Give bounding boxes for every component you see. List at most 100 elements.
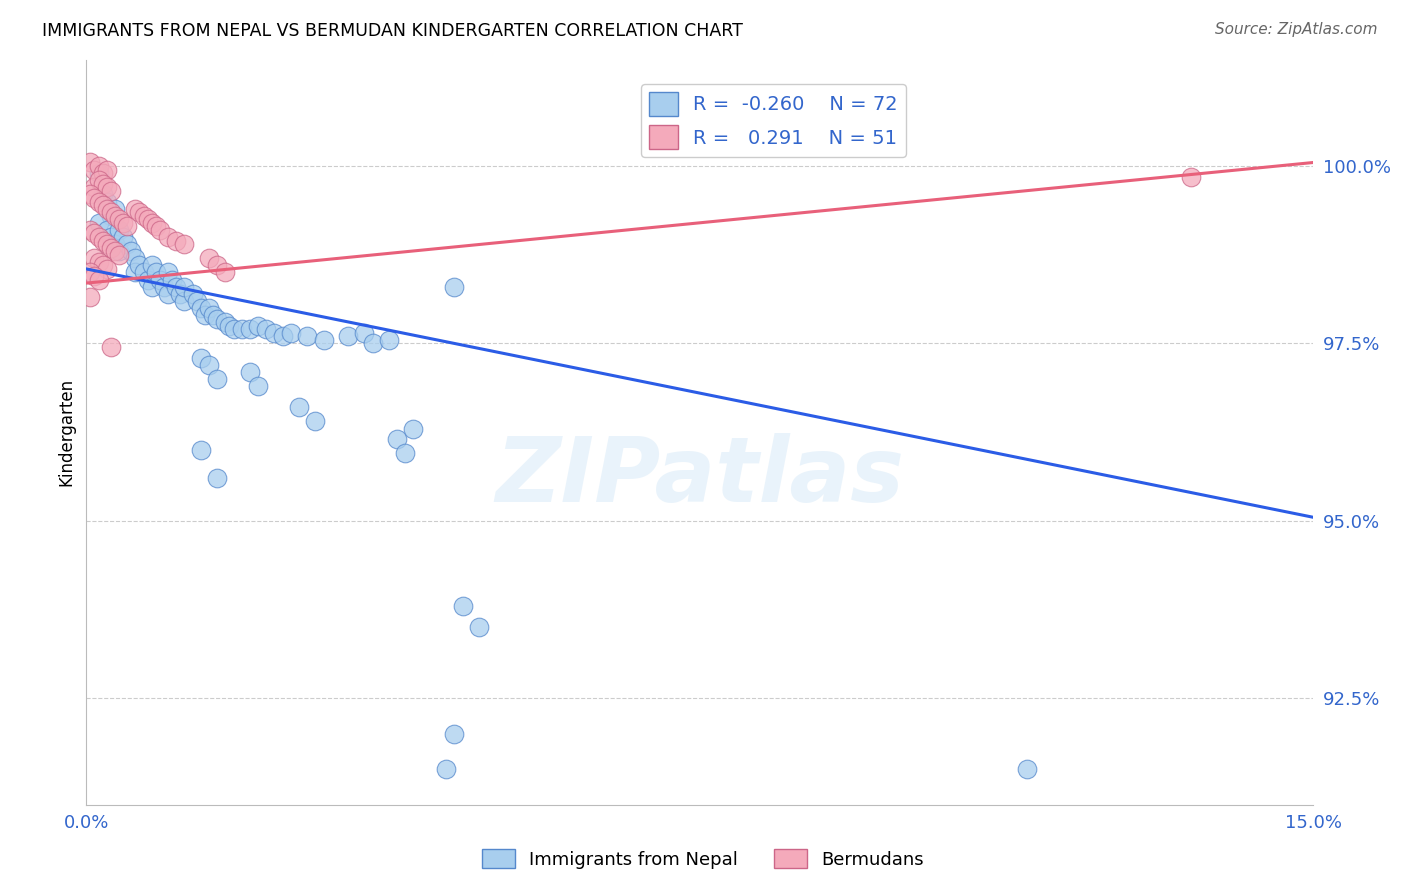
Point	[87, 216, 110, 230]
Point	[337, 329, 360, 343]
Point	[83, 180, 105, 194]
Point	[79, 187, 101, 202]
Point	[198, 252, 221, 266]
Point	[100, 205, 122, 219]
Text: Source: ZipAtlas.com: Source: ZipAtlas.com	[1215, 22, 1378, 37]
Point	[165, 279, 187, 293]
Point	[83, 227, 105, 241]
Point	[263, 326, 285, 340]
Point	[136, 272, 159, 286]
Point	[115, 237, 138, 252]
Point	[165, 234, 187, 248]
Point	[108, 244, 131, 259]
Point	[141, 216, 163, 230]
Point	[87, 173, 110, 187]
Point	[108, 248, 131, 262]
Point	[378, 333, 401, 347]
Point	[79, 265, 101, 279]
Point	[104, 244, 127, 259]
Point	[157, 230, 180, 244]
Point	[79, 223, 101, 237]
Point	[91, 234, 114, 248]
Point	[205, 372, 228, 386]
Point	[254, 322, 277, 336]
Point	[100, 230, 122, 244]
Point	[79, 290, 101, 304]
Point	[198, 358, 221, 372]
Point	[96, 162, 118, 177]
Point	[96, 261, 118, 276]
Point	[112, 216, 135, 230]
Point	[186, 293, 208, 308]
Point	[218, 318, 240, 333]
Point	[128, 259, 150, 273]
Point	[145, 219, 167, 234]
Point	[149, 272, 172, 286]
Point	[153, 279, 176, 293]
Point	[157, 286, 180, 301]
Point	[124, 252, 146, 266]
Point	[104, 237, 127, 252]
Point	[468, 620, 491, 634]
Y-axis label: Kindergarten: Kindergarten	[58, 378, 75, 486]
Point	[239, 365, 262, 379]
Point	[91, 198, 114, 212]
Point	[173, 279, 195, 293]
Point	[443, 279, 465, 293]
Point	[124, 202, 146, 216]
Legend: Immigrants from Nepal, Bermudans: Immigrants from Nepal, Bermudans	[475, 842, 931, 876]
Point	[353, 326, 375, 340]
Point	[120, 244, 142, 259]
Point	[205, 471, 228, 485]
Point	[173, 293, 195, 308]
Point	[247, 379, 270, 393]
Point	[87, 194, 110, 209]
Point	[87, 159, 110, 173]
Point	[96, 194, 118, 209]
Point	[402, 421, 425, 435]
Point	[108, 212, 131, 227]
Point	[141, 279, 163, 293]
Text: ZIPatlas: ZIPatlas	[495, 433, 904, 521]
Point	[132, 209, 155, 223]
Point	[100, 241, 122, 255]
Point	[83, 191, 105, 205]
Point	[1180, 169, 1202, 184]
Point	[361, 336, 384, 351]
Point	[100, 184, 122, 198]
Point	[83, 268, 105, 283]
Point	[271, 329, 294, 343]
Point	[87, 255, 110, 269]
Point	[79, 155, 101, 169]
Point	[280, 326, 302, 340]
Point	[247, 318, 270, 333]
Point	[91, 187, 114, 202]
Point	[385, 432, 408, 446]
Point	[136, 212, 159, 227]
Point	[157, 265, 180, 279]
Point	[83, 162, 105, 177]
Point	[104, 202, 127, 216]
Point	[205, 259, 228, 273]
Point	[190, 351, 212, 365]
Point	[96, 202, 118, 216]
Point	[222, 322, 245, 336]
Point	[91, 259, 114, 273]
Point	[160, 272, 183, 286]
Point	[214, 265, 236, 279]
Point	[115, 219, 138, 234]
Point	[96, 223, 118, 237]
Point	[169, 286, 191, 301]
Point	[96, 237, 118, 252]
Point	[124, 265, 146, 279]
Point	[295, 329, 318, 343]
Point	[304, 415, 326, 429]
Point	[451, 599, 474, 613]
Point	[149, 223, 172, 237]
Point	[190, 442, 212, 457]
Point	[394, 446, 416, 460]
Point	[288, 401, 311, 415]
Point	[87, 272, 110, 286]
Point	[181, 286, 204, 301]
Point	[100, 340, 122, 354]
